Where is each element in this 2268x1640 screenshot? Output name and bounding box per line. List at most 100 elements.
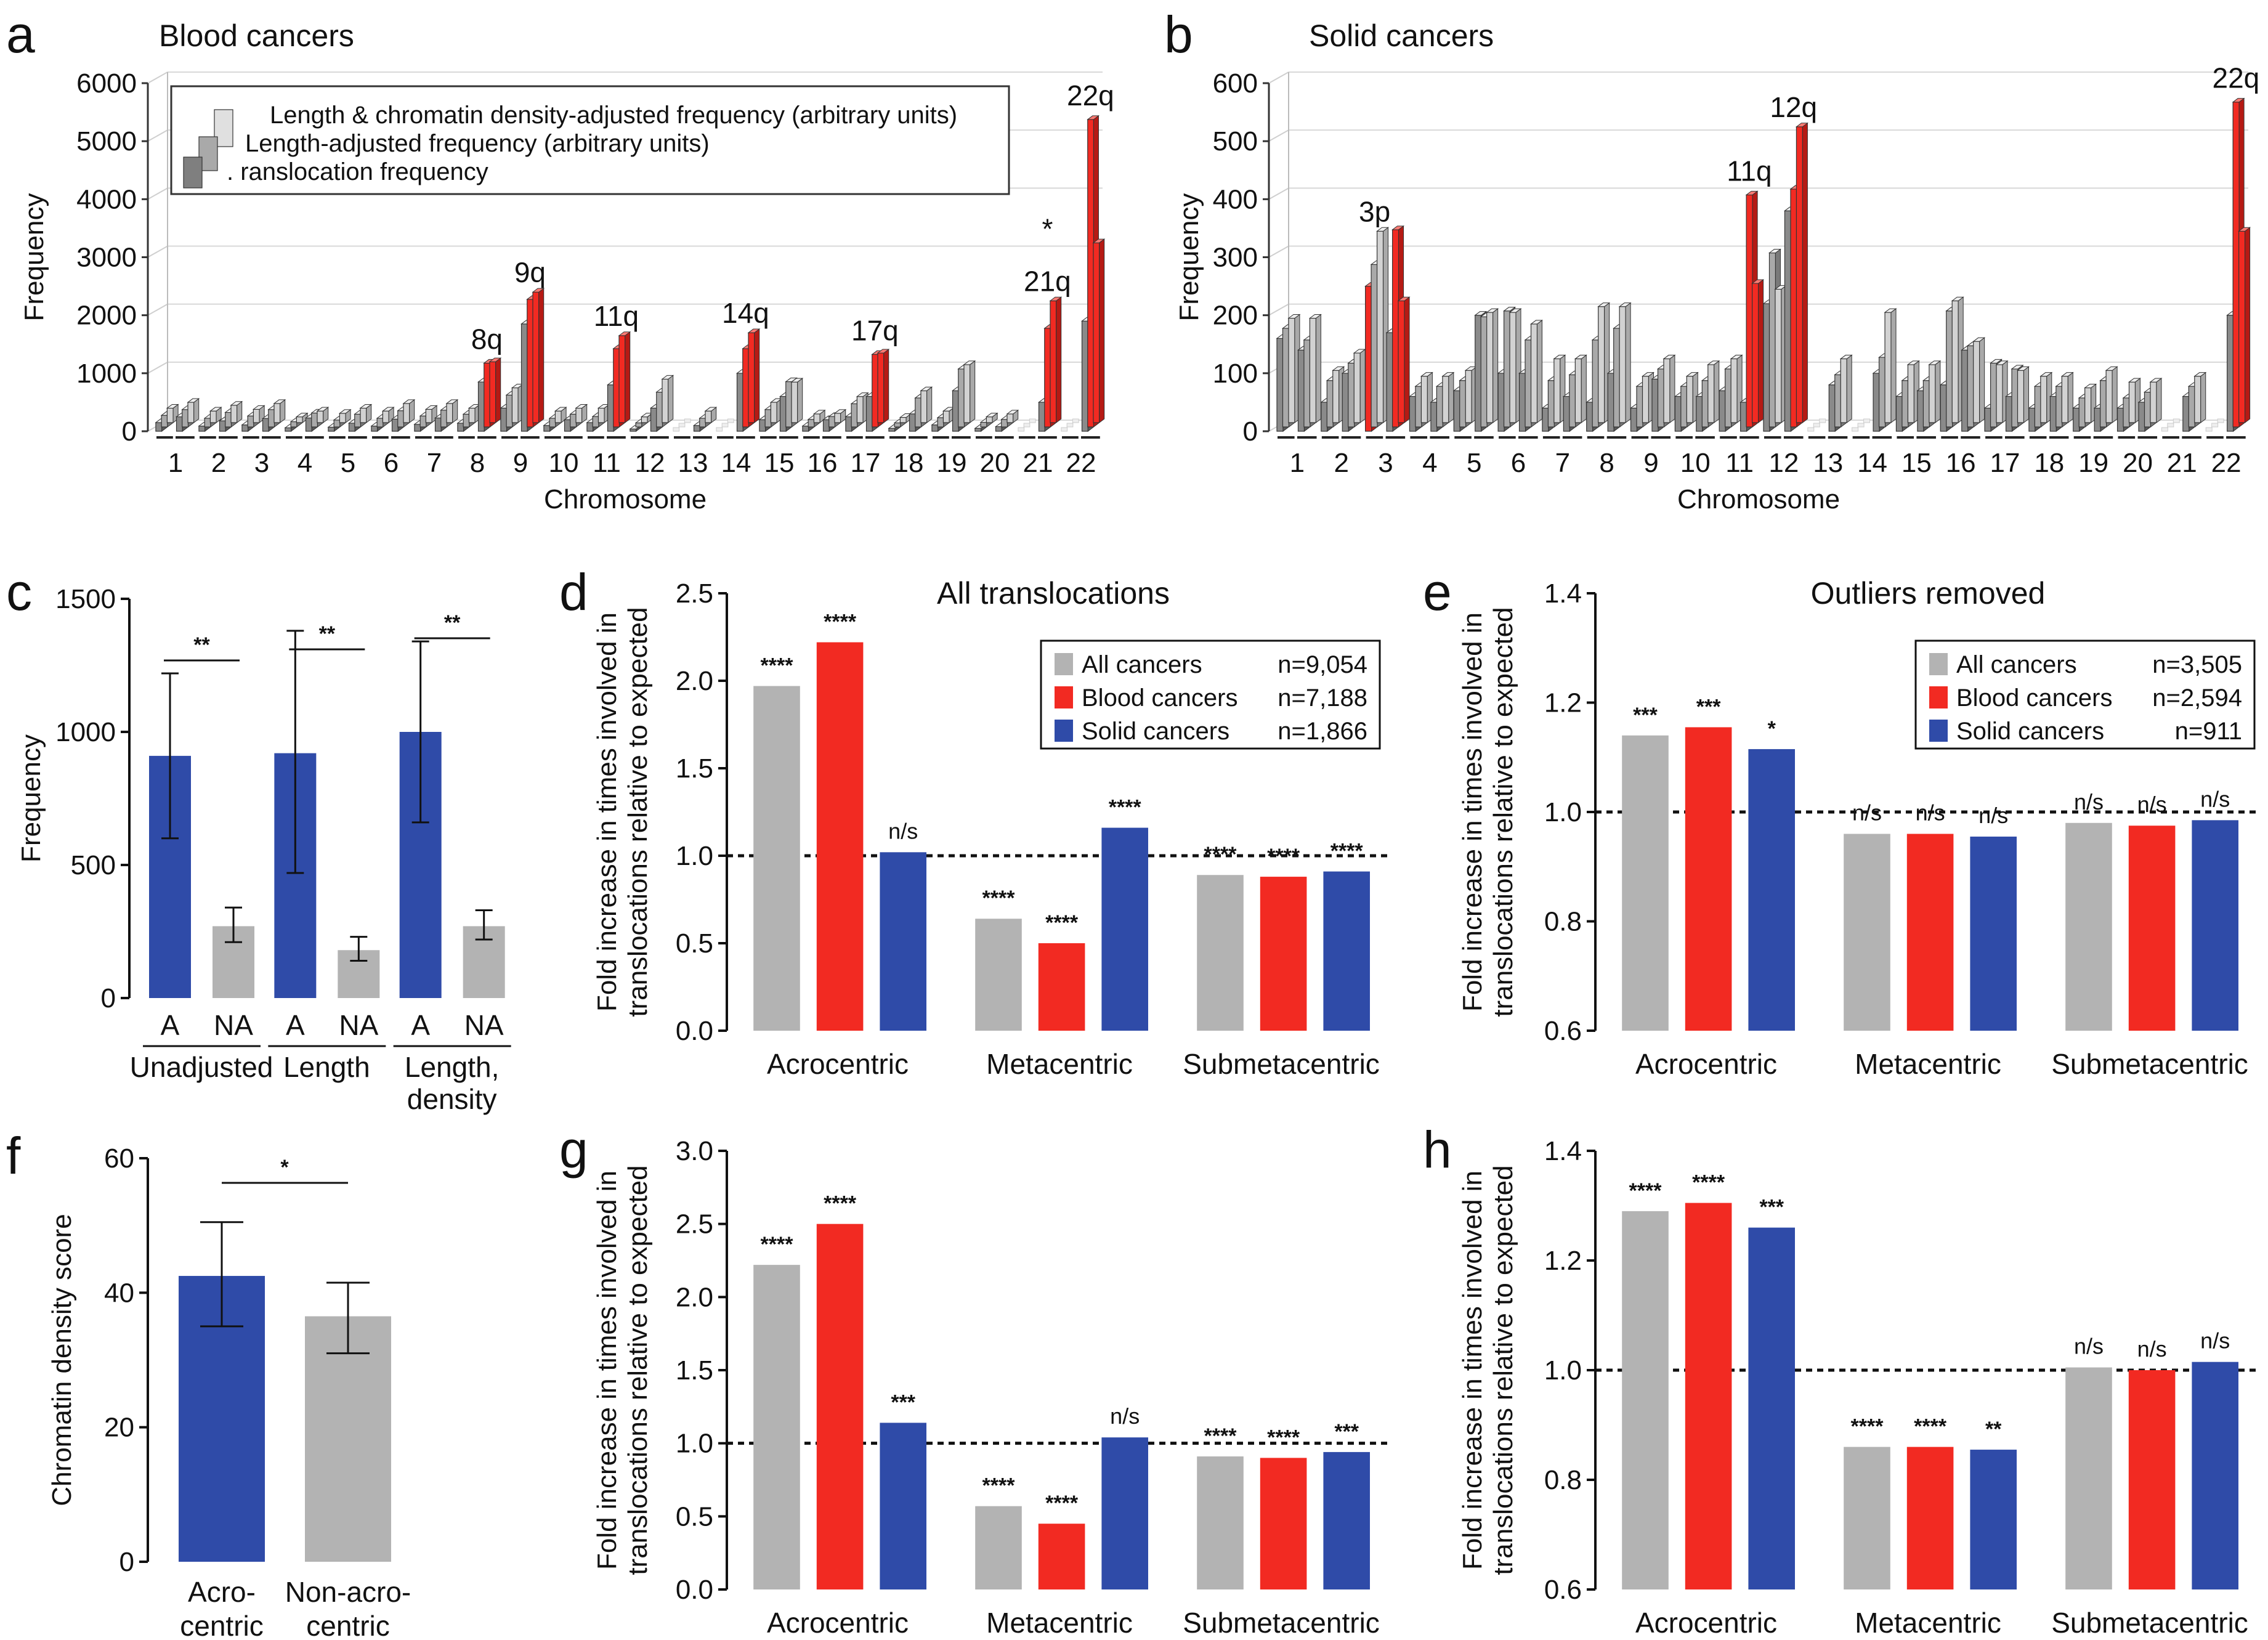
bar-9q-s1 bbox=[527, 299, 534, 428]
legend-box bbox=[170, 85, 1010, 195]
bar-4p-s2 bbox=[296, 416, 303, 423]
bar-side bbox=[538, 288, 545, 423]
bar-8p-s1 bbox=[1592, 339, 1599, 428]
x-tick-label: 9 bbox=[513, 448, 528, 478]
panel-f: f 0 20 40 60 Chromatin density score Acro-cent… bbox=[6, 1127, 411, 1640]
y-tick-label: 1.0 bbox=[676, 841, 713, 871]
bar-17p-s2 bbox=[856, 396, 864, 423]
bar-16q-s0 bbox=[1961, 349, 1969, 432]
significance-label: **** bbox=[1267, 845, 1300, 868]
y-tick-label: 1.4 bbox=[1544, 578, 1582, 609]
significance-label: **** bbox=[824, 1192, 857, 1216]
x-tick-label: 4 bbox=[1422, 448, 1437, 478]
bar-9q-s0 bbox=[1651, 378, 1659, 432]
bar-20q-s0 bbox=[995, 426, 1002, 432]
bar-19p-s2 bbox=[2084, 387, 2092, 423]
annotation-11q: 11q bbox=[1727, 155, 1772, 187]
bar-1p-s0 bbox=[1276, 338, 1284, 432]
bar-2q-s1 bbox=[225, 412, 232, 428]
bar-18p-s2 bbox=[899, 416, 907, 423]
bar-top bbox=[295, 413, 309, 418]
bar-6q-s0 bbox=[391, 418, 399, 432]
bar-side bbox=[970, 360, 976, 423]
bar-empty bbox=[678, 423, 686, 428]
bar-7q-s0 bbox=[1563, 396, 1570, 432]
bar-6p-s2 bbox=[1509, 312, 1517, 423]
bar-side bbox=[1846, 354, 1852, 423]
bar-side bbox=[1315, 314, 1321, 423]
significance-label: **** bbox=[982, 887, 1016, 910]
bar-14q-s1 bbox=[1878, 357, 1886, 428]
bar-metacentric-blood-cancers bbox=[1906, 1447, 1954, 1589]
bar-8p-s0 bbox=[457, 423, 464, 432]
bar-11p-s1 bbox=[592, 416, 599, 428]
bar-8p-s2 bbox=[1598, 306, 1605, 423]
bar-empty bbox=[1857, 423, 1865, 428]
bar-top bbox=[1441, 372, 1455, 377]
panel-title: All translocations bbox=[937, 576, 1170, 611]
x-tick-label: 18 bbox=[2034, 448, 2064, 478]
bar-11p-s2 bbox=[1730, 358, 1738, 423]
y-axis-label-2: translocations relative to expected bbox=[1488, 607, 1518, 1017]
panel-label: b bbox=[1164, 6, 1193, 63]
bar-submetacentric-all-cancers bbox=[1197, 1456, 1244, 1589]
bar-9p-s0 bbox=[500, 407, 508, 432]
bar-14q-s2 bbox=[748, 332, 755, 423]
x-tick-label: 16 bbox=[808, 448, 838, 478]
bar-12q-s0 bbox=[650, 407, 657, 432]
bar-20p-s2 bbox=[2128, 381, 2136, 423]
bar-9q-s2 bbox=[1663, 358, 1671, 423]
y-axis-label: Fold increase in times involved in bbox=[1457, 612, 1488, 1012]
bar-22q-s1 bbox=[1087, 119, 1095, 428]
x-category-label: Submetacentric bbox=[2051, 1607, 2248, 1639]
bar-top bbox=[424, 405, 438, 410]
bar-empty bbox=[1852, 427, 1859, 432]
significance-label: *** bbox=[1633, 704, 1658, 727]
bar-side bbox=[1625, 302, 1631, 423]
bar-8q-s1 bbox=[484, 362, 491, 428]
bar-top bbox=[1990, 359, 2003, 363]
bar-20p-s2 bbox=[986, 416, 993, 423]
significance-label: n/s bbox=[1978, 803, 2008, 828]
bar-top bbox=[1503, 307, 1517, 312]
x-tick-label: 19 bbox=[937, 448, 967, 478]
y-tick-label: 1000 bbox=[55, 717, 116, 747]
bar-acrocentric-blood-cancers bbox=[1685, 1203, 1732, 1589]
bar-3q-s0 bbox=[1386, 332, 1393, 432]
x-category-label: Submetacentric bbox=[1183, 1607, 1380, 1639]
bar-2p-s2 bbox=[209, 410, 217, 423]
significance-label: *** bbox=[1759, 1196, 1784, 1219]
bar-20q-s2 bbox=[2150, 381, 2157, 423]
bar-side bbox=[1758, 279, 1764, 423]
bar-3p-s0 bbox=[1365, 285, 1372, 432]
bar-20q-s1 bbox=[1001, 419, 1008, 428]
y-axis-label-2: translocations relative to expected bbox=[1488, 1165, 1518, 1575]
bar-11q-s2 bbox=[1751, 283, 1759, 423]
bar-metacentric-blood-cancers bbox=[1906, 834, 1954, 1031]
bar-top bbox=[2060, 372, 2074, 377]
legend-label: Solid cancers bbox=[1082, 718, 1229, 745]
bar-empty bbox=[1023, 423, 1031, 428]
legend-label: All cancers bbox=[1082, 651, 1202, 678]
y-tick-label: 2.5 bbox=[676, 1209, 713, 1240]
bar-15p-s2 bbox=[770, 402, 777, 423]
bar-18q-s2 bbox=[2061, 376, 2068, 423]
bar-side bbox=[2200, 371, 2206, 423]
bar-14q-s0 bbox=[736, 373, 743, 432]
y-tick-label: 500 bbox=[1213, 126, 1258, 156]
x-tick-label: 2 bbox=[211, 448, 226, 478]
bar-19q-s0 bbox=[2094, 407, 2101, 432]
bar-side bbox=[1492, 308, 1499, 423]
x-tick-label: NA bbox=[214, 1009, 253, 1041]
bar-17p-s1 bbox=[1990, 362, 1998, 428]
bar-21q-s2 bbox=[1050, 300, 1057, 423]
grid-diag bbox=[147, 303, 168, 316]
bar-4q-s0 bbox=[305, 417, 312, 432]
significance-label: **** bbox=[761, 654, 794, 678]
bar-15p-s0 bbox=[759, 419, 766, 432]
bar-top bbox=[575, 404, 588, 408]
bar-9p-s1 bbox=[1636, 386, 1643, 428]
bar-6p-s1 bbox=[1503, 311, 1511, 428]
bar-acrocentric-solid-cancers bbox=[880, 852, 926, 1031]
bar-10q-s2 bbox=[1707, 364, 1715, 423]
